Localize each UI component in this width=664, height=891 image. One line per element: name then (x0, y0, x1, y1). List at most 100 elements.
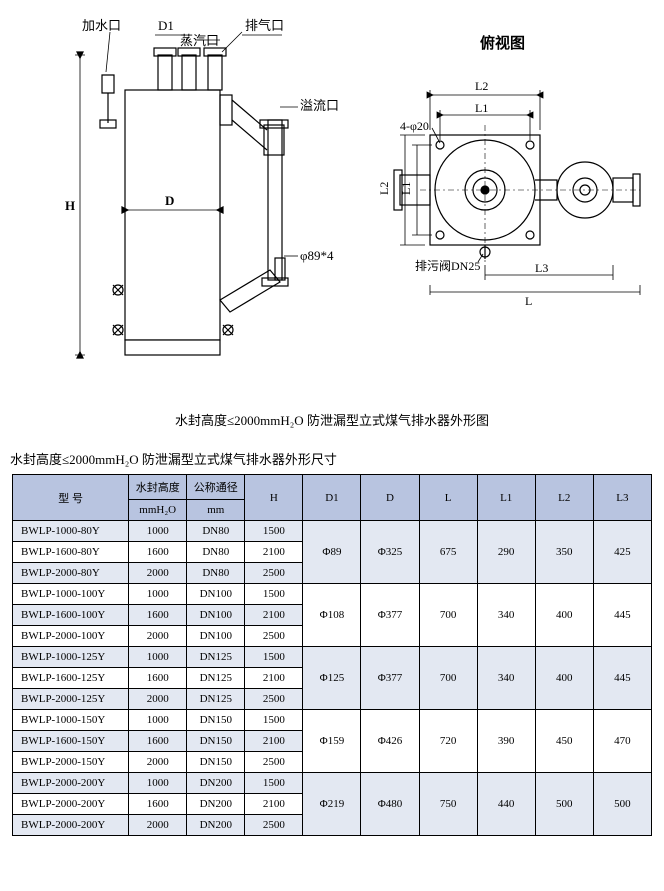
cell-model: BWLP-2000-200Y (13, 815, 129, 836)
cell-l1: 340 (477, 584, 535, 647)
col-L1: L1 (477, 475, 535, 521)
cell-l: 750 (419, 773, 477, 836)
cell-model: BWLP-2000-150Y (13, 752, 129, 773)
cell-seal: 1000 (129, 647, 187, 668)
cell-h: 1500 (245, 584, 303, 605)
front-view: 加水口 D1 蒸汽口 排气口 溢流口 H D φ89*4 (10, 0, 370, 400)
cell-model: BWLP-1600-150Y (13, 731, 129, 752)
table-row: BWLP-1000-80Y1000DN801500Φ89Φ32567529035… (13, 521, 652, 542)
cell-l1: 290 (477, 521, 535, 584)
label-steam: 蒸汽口 (180, 33, 219, 48)
cell-h: 2500 (245, 689, 303, 710)
cell-dn: DN125 (187, 647, 245, 668)
label-exhaust: 排气口 (245, 18, 284, 33)
cell-l3: 470 (593, 710, 651, 773)
cell-h: 2100 (245, 542, 303, 563)
cell-dn: DN200 (187, 815, 245, 836)
cell-h: 1500 (245, 647, 303, 668)
cell-seal: 1000 (129, 521, 187, 542)
cell-dn: DN150 (187, 752, 245, 773)
cell-model: BWLP-1600-100Y (13, 605, 129, 626)
cell-seal: 1000 (129, 710, 187, 731)
cell-model: BWLP-2000-200Y (13, 794, 129, 815)
col-H: H (245, 475, 303, 521)
cell-seal: 2000 (129, 815, 187, 836)
cell-d1: Φ125 (303, 647, 361, 710)
cell-d1: Φ108 (303, 584, 361, 647)
top-view: 俯视图 (370, 30, 660, 310)
cell-l2: 400 (535, 647, 593, 710)
cell-model: BWLP-1600-80Y (13, 542, 129, 563)
cell-h: 2100 (245, 668, 303, 689)
cell-seal: 1000 (129, 584, 187, 605)
cell-d: Φ377 (361, 584, 419, 647)
diagram-area: 加水口 D1 蒸汽口 排气口 溢流口 H D φ89*4 俯视图 (0, 0, 664, 400)
cell-dn: DN150 (187, 731, 245, 752)
cell-seal: 1000 (129, 773, 187, 794)
table-row: BWLP-2000-200Y1000DN2001500Φ219Φ48075044… (13, 773, 652, 794)
cell-l1: 390 (477, 710, 535, 773)
label-drain: 排污阀DN25 (415, 259, 480, 273)
table-row: BWLP-1000-100Y1000DN1001500Φ108Φ37770034… (13, 584, 652, 605)
dim-L: L (525, 294, 532, 308)
cell-l3: 445 (593, 647, 651, 710)
dim-L2-side: L2 (377, 182, 391, 195)
cell-dn: DN80 (187, 563, 245, 584)
table-row: BWLP-1000-125Y1000DN1251500Φ125Φ37770034… (13, 647, 652, 668)
cell-l: 675 (419, 521, 477, 584)
cell-d1: Φ219 (303, 773, 361, 836)
cell-h: 2100 (245, 605, 303, 626)
cell-model: BWLP-1600-125Y (13, 668, 129, 689)
cell-d1: Φ89 (303, 521, 361, 584)
cell-d: Φ426 (361, 710, 419, 773)
col-L: L (419, 475, 477, 521)
dim-L2-top: L2 (475, 79, 488, 93)
cell-l: 700 (419, 584, 477, 647)
cell-model: BWLP-1000-100Y (13, 584, 129, 605)
cell-h: 2500 (245, 626, 303, 647)
cell-l2: 350 (535, 521, 593, 584)
col-D: D (361, 475, 419, 521)
cell-h: 1500 (245, 521, 303, 542)
cell-d: Φ377 (361, 647, 419, 710)
cell-seal: 2000 (129, 563, 187, 584)
cell-dn: DN100 (187, 584, 245, 605)
cell-l: 720 (419, 710, 477, 773)
table-row: BWLP-1000-150Y1000DN1501500Φ159Φ42672039… (13, 710, 652, 731)
cell-h: 1500 (245, 773, 303, 794)
cell-model: BWLP-2000-100Y (13, 626, 129, 647)
cell-dn: DN125 (187, 689, 245, 710)
label-d1: D1 (158, 18, 174, 33)
cell-dn: DN100 (187, 605, 245, 626)
dim-L1-top: L1 (475, 101, 488, 115)
label-D: D (165, 193, 174, 208)
cell-l1: 340 (477, 647, 535, 710)
dim-L3: L3 (535, 261, 548, 275)
table-body: BWLP-1000-80Y1000DN801500Φ89Φ32567529035… (13, 521, 652, 836)
cell-seal: 1600 (129, 668, 187, 689)
cell-dn: DN100 (187, 626, 245, 647)
cell-model: BWLP-2000-125Y (13, 689, 129, 710)
label-overflow: 溢流口 (300, 98, 339, 113)
cell-dn: DN80 (187, 521, 245, 542)
cell-model: BWLP-2000-80Y (13, 563, 129, 584)
cell-l: 700 (419, 647, 477, 710)
table-title: 水封高度≤2000mmH₂O 防泄漏型立式煤气排水器外形尺寸 (10, 449, 664, 468)
cell-d1: Φ159 (303, 710, 361, 773)
col-L3: L3 (593, 475, 651, 521)
label-H: H (65, 198, 75, 213)
cell-dn: DN200 (187, 794, 245, 815)
cell-l2: 400 (535, 584, 593, 647)
cell-h: 2100 (245, 731, 303, 752)
caption: 水封高度≤2000mmH₂O 防泄漏型立式煤气排水器外形图 (0, 410, 664, 429)
col-model: 型 号 (13, 475, 129, 521)
label-pipe: φ89*4 (300, 248, 334, 263)
cell-seal: 1600 (129, 605, 187, 626)
cell-h: 2500 (245, 752, 303, 773)
col-seal: 水封高度 (129, 475, 187, 500)
cell-h: 2500 (245, 563, 303, 584)
dimensions-table: 型 号 水封高度 公称通径 H D1 D L L1 L2 L3 mmH₂O mm… (12, 474, 652, 836)
cell-d: Φ480 (361, 773, 419, 836)
cell-l3: 445 (593, 584, 651, 647)
cell-dn: DN150 (187, 710, 245, 731)
